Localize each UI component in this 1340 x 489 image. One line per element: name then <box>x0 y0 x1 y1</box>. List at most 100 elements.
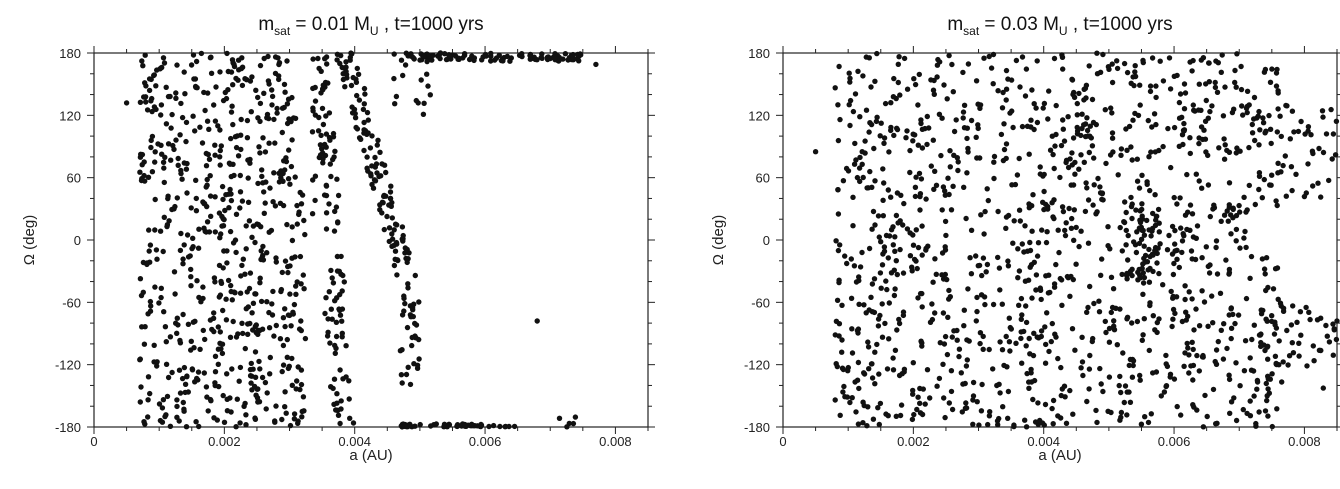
data-point <box>999 301 1005 307</box>
data-point <box>1139 172 1145 178</box>
data-point <box>1320 149 1327 156</box>
data-point <box>1264 318 1270 324</box>
data-point <box>1049 320 1056 327</box>
data-point <box>915 142 921 148</box>
data-point <box>1044 229 1050 235</box>
data-point <box>224 50 230 57</box>
data-point <box>1051 197 1057 203</box>
data-point <box>1254 386 1260 392</box>
data-point <box>167 334 174 340</box>
data-point <box>881 244 888 250</box>
data-point <box>910 387 916 394</box>
data-point <box>1011 423 1017 430</box>
data-point <box>1196 81 1203 87</box>
data-point <box>961 323 967 329</box>
data-point <box>892 286 898 292</box>
data-point <box>346 378 352 384</box>
data-point <box>1228 325 1235 331</box>
data-point <box>1081 159 1088 165</box>
data-point <box>281 81 288 88</box>
data-point <box>392 256 398 262</box>
data-point <box>983 269 989 275</box>
data-point <box>1264 393 1270 399</box>
data-point <box>1228 231 1234 237</box>
data-point <box>158 294 164 301</box>
data-point <box>1272 322 1278 328</box>
data-point <box>840 366 847 373</box>
data-point <box>1130 362 1136 369</box>
data-point <box>894 271 900 278</box>
data-point <box>1234 145 1240 151</box>
data-point <box>1078 365 1084 371</box>
data-point <box>1199 255 1205 261</box>
data-point <box>339 306 346 312</box>
data-point <box>1137 372 1143 379</box>
data-point <box>235 153 242 159</box>
data-point <box>1070 411 1076 417</box>
data-point <box>891 75 897 82</box>
data-point <box>855 359 862 366</box>
data-point <box>284 101 291 107</box>
data-point <box>879 262 886 268</box>
data-point <box>1127 399 1134 405</box>
data-point <box>1012 181 1019 188</box>
data-point <box>872 178 878 184</box>
data-point <box>1289 340 1296 346</box>
data-point <box>1268 140 1274 147</box>
data-point <box>228 197 235 204</box>
data-point <box>289 137 295 143</box>
data-point <box>317 142 324 148</box>
data-point <box>915 244 922 251</box>
data-point <box>217 235 223 241</box>
data-point <box>212 369 219 375</box>
data-point <box>335 219 341 225</box>
data-point <box>282 89 288 95</box>
data-point <box>1253 423 1259 429</box>
data-point <box>329 316 335 322</box>
data-point <box>1028 117 1034 123</box>
data-point <box>1171 260 1177 267</box>
data-point <box>1056 249 1062 256</box>
data-point <box>1016 268 1023 274</box>
data-point <box>280 342 287 349</box>
data-point <box>152 159 158 165</box>
data-point <box>256 144 262 150</box>
data-point <box>876 371 882 377</box>
data-point <box>1115 172 1121 178</box>
data-point <box>924 113 930 120</box>
y-tick-label: -60 <box>62 295 81 310</box>
data-point <box>1226 372 1232 378</box>
data-point <box>1330 321 1336 327</box>
data-point <box>190 319 197 325</box>
data-point <box>331 228 338 234</box>
data-point <box>447 53 453 59</box>
data-point <box>1109 304 1116 311</box>
data-point <box>1176 264 1183 271</box>
data-point <box>930 279 936 285</box>
data-point <box>855 68 861 75</box>
data-point <box>165 374 172 381</box>
data-point <box>1017 84 1023 90</box>
data-point <box>879 334 886 340</box>
data-point <box>1022 223 1028 229</box>
data-point <box>919 223 925 229</box>
data-point <box>1067 387 1073 394</box>
data-point <box>332 342 338 349</box>
data-point <box>1117 306 1123 312</box>
data-point <box>1295 128 1302 135</box>
data-point <box>1169 223 1176 230</box>
data-point <box>1071 207 1078 213</box>
data-point <box>326 201 332 207</box>
data-point <box>1275 296 1281 302</box>
data-point <box>919 340 925 346</box>
data-point <box>867 120 873 126</box>
data-point <box>247 373 254 379</box>
data-point <box>1152 192 1158 198</box>
data-point <box>1275 160 1281 166</box>
data-point <box>188 338 194 344</box>
data-point <box>1041 100 1048 107</box>
data-point <box>1215 338 1222 345</box>
data-point <box>883 278 889 284</box>
data-point <box>1240 112 1246 118</box>
data-point <box>1191 107 1197 114</box>
